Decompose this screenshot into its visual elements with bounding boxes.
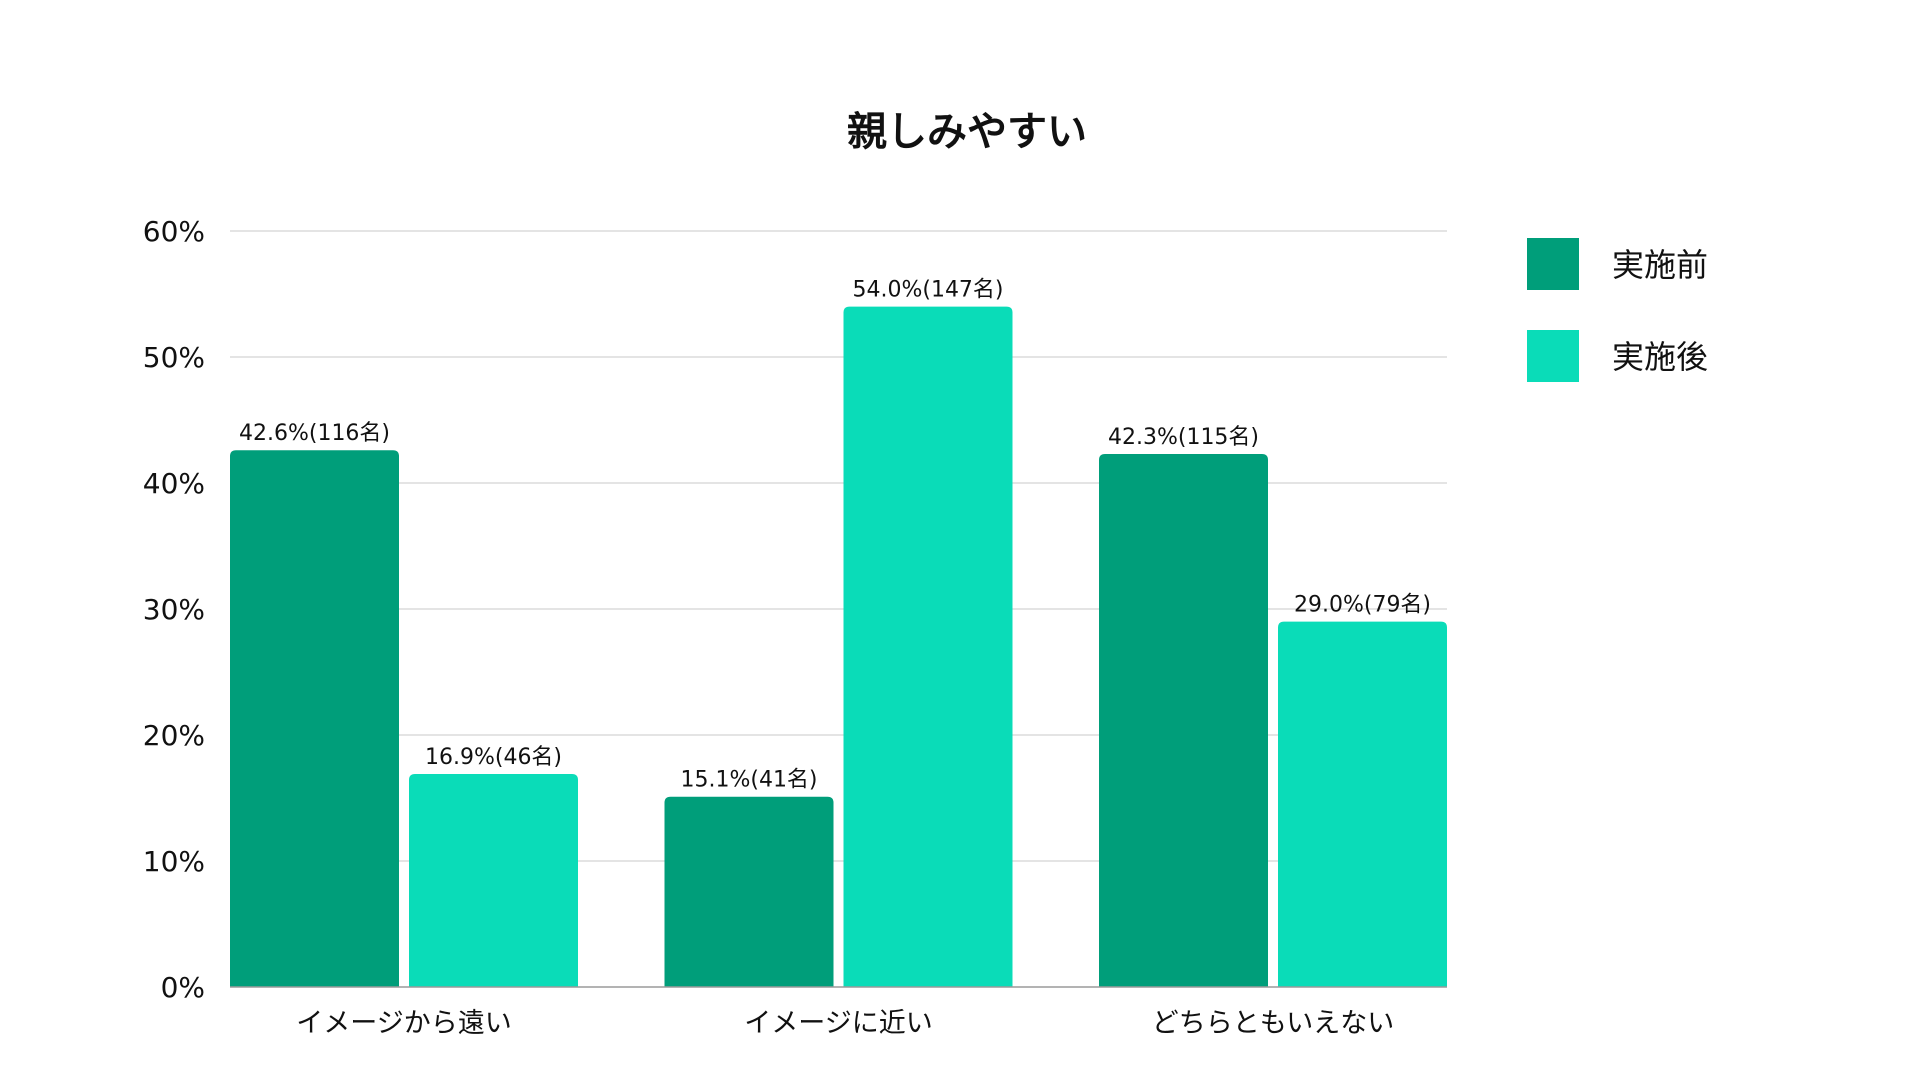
legend-label-before: 実施前 [1612,246,1708,284]
legend-swatch-before [1527,238,1579,290]
x-category-label-0: イメージから遠い [296,1008,511,1039]
x-category-label-1: イメージに近い [744,1008,932,1039]
bar-value-labels: 42.6%(116名) 16.9%(46名) 15.1%(41名) 54.0%(147… [239,278,1431,793]
legend-swatch-after [1527,330,1579,382]
chart-title: 親しみやすい [847,109,1087,155]
bar-value-label-before-0: 42.6%(116名) [239,421,390,446]
y-axis-ticks: 0% 10% 20% 30% 40% 50% 60% [143,215,205,1004]
x-axis-categories: イメージから遠い イメージに近い どちらともいえない [296,1008,1394,1039]
y-tick-label-2: 20% [143,719,205,752]
y-tick-label-4: 40% [143,467,205,500]
y-tick-label-6: 60% [143,215,205,248]
bar-after-1 [843,306,1013,988]
bar-after-2 [1278,621,1447,987]
bar-before-0 [230,450,399,987]
y-tick-label-0: 0% [161,971,205,1004]
y-tick-label-1: 10% [143,845,205,878]
bar-value-label-before-2: 42.3%(115名) [1108,425,1259,450]
bar-value-label-after-0: 16.9%(46名) [425,745,562,770]
y-tick-label-5: 50% [143,341,205,374]
bar-after-0 [409,774,578,987]
y-tick-label-3: 30% [143,593,205,626]
bar-before-1 [664,796,834,987]
bar-value-label-after-1: 54.0%(147名) [852,278,1003,303]
bar-before-2 [1099,454,1268,987]
bar-value-label-after-2: 29.0%(79名) [1294,593,1431,618]
bar-value-label-before-1: 15.1%(41名) [680,768,817,793]
x-category-label-2: どちらともいえない [1152,1008,1394,1039]
bars [230,306,1447,988]
legend-label-after: 実施後 [1612,338,1708,376]
